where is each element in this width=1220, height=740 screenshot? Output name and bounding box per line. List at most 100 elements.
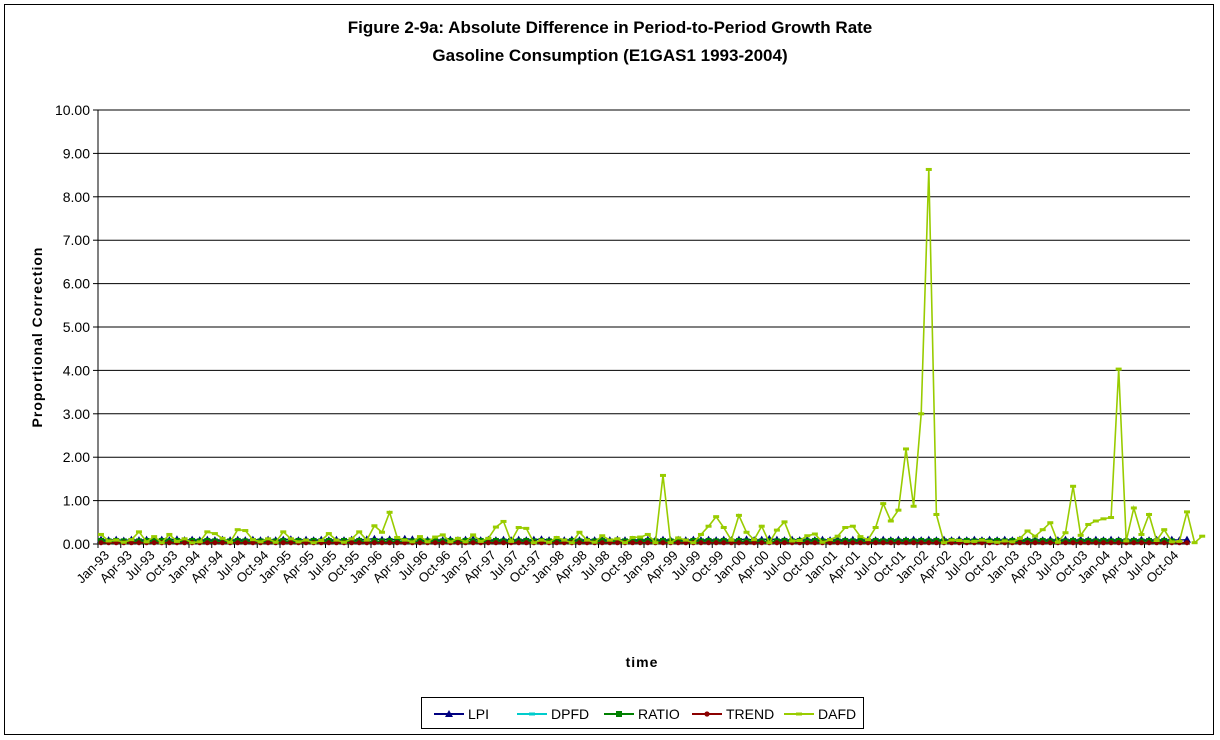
trend-point: [675, 540, 681, 546]
trend-point: [394, 540, 400, 546]
dafd-point: [971, 539, 978, 543]
dafd-point: [1001, 539, 1008, 543]
dafd-point: [811, 532, 818, 536]
dafd-point: [530, 541, 537, 545]
y-tick-label: 8.00: [63, 189, 90, 205]
trend-point: [1184, 540, 1190, 546]
dafd-point: [348, 537, 355, 541]
dafd-point: [766, 541, 773, 545]
dafd-point: [1123, 539, 1130, 543]
trend-point: [265, 540, 271, 546]
trend-point: [349, 540, 355, 546]
legend-item-dpfd: DPFD: [517, 706, 589, 722]
series-dafd: [98, 167, 1206, 545]
dafd-point: [143, 540, 150, 544]
dafd-point: [485, 536, 492, 540]
dafd-point: [690, 541, 697, 545]
dafd-point: [515, 526, 522, 530]
dafd-point: [682, 538, 689, 542]
trend-point: [698, 540, 704, 546]
trend-point: [873, 540, 879, 546]
dafd-point: [166, 532, 173, 536]
trend-point: [356, 540, 362, 546]
dafd-point: [978, 538, 985, 542]
trend-point: [485, 540, 491, 546]
dafd-point: [933, 512, 940, 516]
trend-point: [554, 540, 560, 546]
chart-frame: [4, 4, 1214, 735]
trend-point: [1070, 540, 1076, 546]
dafd-point: [789, 539, 796, 543]
trend-point: [827, 540, 833, 546]
dafd-point: [865, 538, 872, 542]
trend-point: [645, 540, 651, 546]
trend-point: [128, 540, 134, 546]
dafd-point: [135, 530, 142, 534]
legend-item-lpi: LPI: [434, 706, 489, 722]
dafd-point: [1146, 512, 1153, 516]
dafd-point: [546, 540, 553, 544]
y-tick-label: 3.00: [63, 406, 90, 422]
dafd-point: [781, 520, 788, 524]
dafd-point: [1016, 536, 1023, 540]
trend-point: [1085, 540, 1091, 546]
legend-marker: [529, 712, 535, 716]
dafd-point: [394, 535, 401, 539]
trend-point: [1100, 540, 1107, 546]
trend-point: [379, 540, 385, 546]
dafd-point: [128, 538, 135, 542]
dafd-point: [1130, 506, 1137, 510]
dafd-point: [310, 541, 317, 545]
dafd-point: [720, 526, 727, 530]
dafd-point: [1153, 539, 1160, 543]
dafd-point: [713, 515, 720, 519]
dafd-point: [599, 534, 606, 538]
dafd-point: [492, 525, 499, 529]
trend-point: [637, 540, 643, 546]
dafd-point: [834, 534, 841, 538]
dafd-point: [986, 539, 993, 543]
trend-point: [759, 540, 765, 546]
dafd-point: [318, 539, 325, 543]
trend-point: [660, 540, 666, 546]
trend-point: [926, 540, 932, 546]
dafd-point: [204, 530, 211, 534]
trend-point: [1138, 540, 1145, 546]
trend-point: [288, 540, 294, 546]
dafd-point: [295, 540, 302, 544]
trend-point: [219, 540, 226, 546]
dafd-point: [895, 508, 902, 512]
dafd-point: [1191, 541, 1198, 545]
dafd-point: [508, 539, 515, 543]
trend-point: [713, 540, 719, 546]
gridlines: [93, 109, 1190, 548]
dafd-point: [470, 533, 477, 537]
trend-point: [743, 540, 750, 546]
dafd-point: [872, 526, 879, 530]
trend-point: [440, 540, 446, 546]
dafd-point: [849, 524, 856, 528]
dafd-point: [227, 540, 234, 544]
dafd-point: [705, 524, 712, 528]
dafd-point: [918, 412, 925, 416]
trend-point: [842, 540, 848, 546]
trend-point: [1146, 540, 1152, 546]
dafd-point: [1054, 540, 1061, 544]
trend-point: [1116, 540, 1122, 546]
dafd-point: [956, 539, 963, 543]
y-tick-label: 0.00: [63, 536, 90, 552]
trend-point: [1161, 540, 1167, 546]
trend-point: [850, 540, 856, 546]
trend-point: [455, 540, 461, 546]
trend-point: [599, 540, 605, 546]
dafd-point: [113, 538, 120, 542]
x-axis-title: time: [626, 654, 659, 670]
dafd-point: [363, 538, 370, 542]
dafd-point: [173, 539, 180, 543]
trend-point: [1093, 540, 1099, 546]
dafd-point: [424, 540, 431, 544]
dafd-point: [591, 540, 598, 544]
trend-point: [151, 540, 157, 546]
dafd-point: [477, 539, 484, 543]
legend-item-ratio: RATIO: [604, 706, 680, 722]
